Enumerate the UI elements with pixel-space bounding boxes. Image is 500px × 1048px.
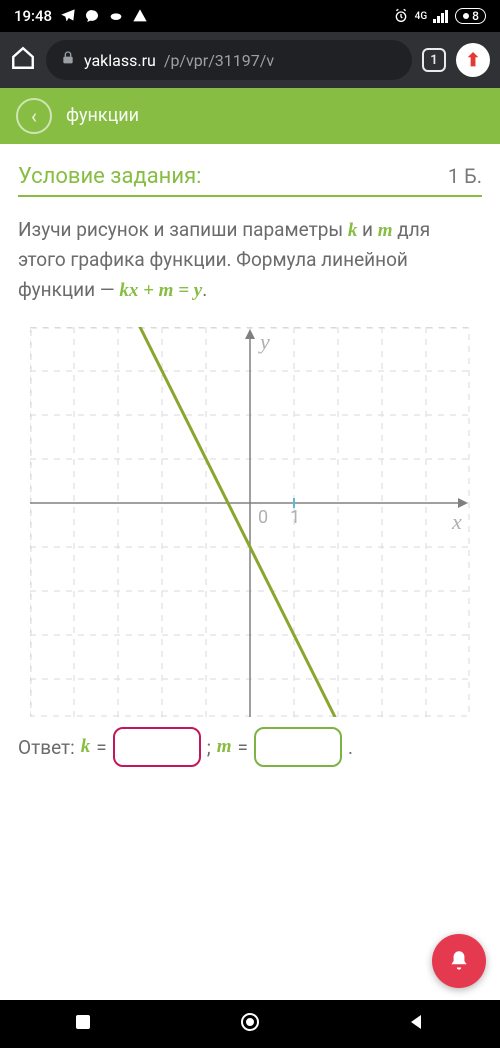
chart-container: y x 0 1 — [18, 327, 482, 717]
answer-eq2: = — [238, 736, 248, 759]
svg-text:0: 0 — [258, 507, 268, 528]
bell-icon — [446, 948, 472, 974]
answer-sep: ; — [207, 736, 211, 759]
answer-label: Ответ: — [18, 736, 75, 759]
url-host: yaklass.ru — [84, 51, 156, 70]
home-icon[interactable] — [10, 45, 36, 75]
tab-count[interactable]: 1 — [422, 48, 446, 72]
lock-icon — [60, 50, 76, 70]
header-subtitle: функции — [66, 106, 139, 126]
recent-apps-button[interactable] — [73, 1012, 93, 1036]
task-part: Изучи рисунок и запиши параметры — [18, 218, 348, 241]
k-input[interactable] — [113, 727, 201, 767]
back-nav-button[interactable] — [407, 1012, 427, 1036]
status-left: 19:48 — [14, 7, 148, 25]
condition-points: 1 Б. — [448, 164, 482, 188]
condition-row: Условие задания: 1 Б. — [18, 164, 482, 197]
notification-fab[interactable] — [432, 934, 486, 988]
chat-icon — [84, 8, 100, 24]
cloud-icon — [108, 8, 124, 24]
answer-eq: = — [96, 736, 106, 759]
answer-k: k — [81, 736, 91, 758]
url-bar[interactable]: yaklass.ru/p/vpr/31197/v — [46, 40, 412, 80]
status-right: 4G 8 — [393, 8, 486, 24]
svg-text:1: 1 — [290, 507, 300, 528]
status-time: 19:48 — [14, 7, 52, 25]
warning-icon — [132, 8, 148, 24]
answer-row: Ответ: k = ; m = . — [18, 727, 482, 767]
telegram-icon — [60, 8, 76, 24]
back-button[interactable]: ‹ — [16, 98, 52, 134]
battery-indicator: 8 — [455, 8, 486, 24]
browser-bar: yaklass.ru/p/vpr/31197/v 1 ⬆ — [0, 32, 500, 88]
network-label: 4G — [415, 11, 428, 22]
svg-text:x: x — [451, 509, 462, 534]
answer-m: m — [217, 736, 232, 758]
m-input[interactable] — [254, 727, 342, 767]
task-part: . — [202, 278, 207, 301]
signal-icon — [433, 9, 449, 23]
url-path: /p/vpr/31197/v — [164, 51, 274, 70]
task-part: и — [357, 218, 377, 241]
var-m: m — [378, 220, 393, 241]
battery-text: 8 — [472, 9, 479, 23]
formula: kx + m = y — [119, 280, 202, 301]
home-button[interactable] — [239, 1011, 261, 1037]
status-bar: 19:48 4G 8 — [0, 0, 500, 32]
condition-title: Условие задания: — [18, 164, 201, 189]
var-k: k — [348, 220, 358, 241]
page-content: ‹ функции Условие задания: 1 Б. Изучи ри… — [0, 88, 500, 1000]
up-arrow-icon: ⬆ — [465, 50, 480, 71]
alarm-icon — [393, 8, 409, 24]
svg-text:y: y — [258, 329, 270, 354]
action-button[interactable]: ⬆ — [456, 43, 490, 77]
android-nav-bar — [0, 1000, 500, 1048]
page-header: ‹ функции — [0, 88, 500, 144]
function-chart: y x 0 1 — [30, 327, 470, 717]
chevron-left-icon: ‹ — [31, 104, 37, 128]
task-text: Изучи рисунок и запиши параметры k и m д… — [18, 215, 482, 305]
answer-dot: . — [348, 736, 353, 759]
